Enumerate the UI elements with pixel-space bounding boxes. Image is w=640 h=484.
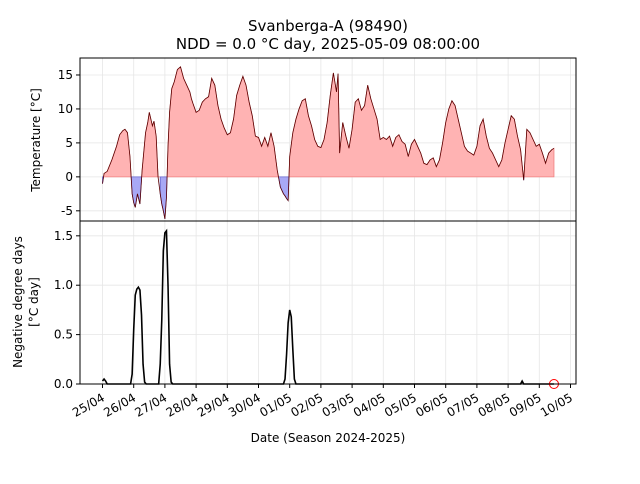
ndd-series-line [101, 228, 554, 385]
x-tick-label: 03/05 [320, 390, 357, 419]
x-tick-label: 25/04 [70, 390, 107, 419]
top-y-tick-label: 5 [65, 136, 73, 150]
bottom-y-tick-label: 0.5 [54, 328, 73, 342]
x-tick-label: 30/04 [226, 390, 263, 419]
x-tick-label: 28/04 [164, 390, 201, 419]
x-tick-label: 04/05 [351, 390, 388, 419]
top-panel: -5 0 5 10 15 Temperature [°C] [29, 57, 577, 222]
chart-title-line2: NDD = 0.0 °C day, 2025-05-09 08:00:00 [176, 35, 480, 53]
bottom-plot-frame [79, 220, 577, 385]
bottom-y-label-line1: Negative degree days [11, 236, 25, 368]
chart-title-line1: Svanberga-A (98490) [248, 17, 408, 35]
bottom-plot-bg [80, 221, 576, 384]
bottom-y-label-line2: [°C day] [27, 277, 41, 327]
x-tick-label: 06/05 [413, 390, 450, 419]
x-tick-label: 27/04 [132, 390, 169, 419]
x-tick-label: 02/05 [288, 390, 325, 419]
x-axis-label: Date (Season 2024-2025) [251, 431, 406, 445]
top-y-tick-label: 15 [58, 68, 73, 82]
top-y-tick-label: 0 [65, 170, 73, 184]
x-tick-label: 07/05 [444, 390, 481, 419]
temperature-area [102, 66, 555, 220]
bottom-y-tick-label: 0.0 [54, 377, 73, 391]
x-tick-label: 09/05 [507, 390, 544, 419]
top-y-label: Temperature [°C] [29, 88, 43, 193]
x-tick-label: 01/05 [257, 390, 294, 419]
x-tick-label: 26/04 [101, 390, 138, 419]
bottom-y-ticks: 0.0 0.5 1.0 1.5 [54, 229, 80, 391]
bottom-y-tick-label: 1.5 [54, 229, 73, 243]
temperature-series-line [102, 66, 555, 220]
x-tick-label: 05/05 [382, 390, 419, 419]
x-ticks: 25/0426/0427/0428/0429/0430/0401/0502/05… [70, 384, 575, 420]
bottom-y-tick-label: 1.0 [54, 278, 73, 292]
x-tick-label: 08/05 [476, 390, 513, 419]
bottom-panel: 0.0 0.5 1.0 1.5 25/0426/0427/0428/0429/0430… [11, 220, 577, 445]
x-tick-label: 29/04 [195, 390, 232, 419]
top-y-tick-label: 10 [58, 102, 73, 116]
top-y-tick-label: -5 [61, 204, 73, 218]
top-y-ticks: -5 0 5 10 15 [58, 68, 80, 218]
x-tick-label: 10/05 [538, 390, 575, 419]
